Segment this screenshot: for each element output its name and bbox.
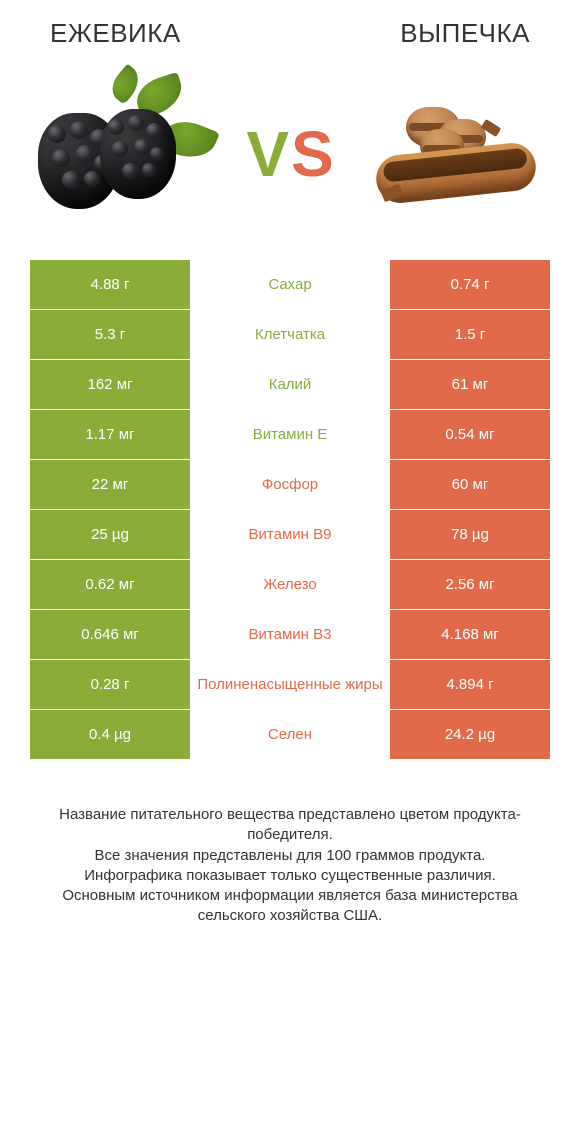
header: ЕЖЕВИКА ВЫПЕЧКА	[0, 0, 580, 55]
right-value-cell: 61 мг	[390, 360, 550, 409]
nutrient-label-cell: Витамин B9	[190, 510, 390, 559]
nutrient-label-cell: Селен	[190, 710, 390, 759]
nutrient-label-cell: Витамин B3	[190, 610, 390, 659]
left-value-cell: 0.28 г	[30, 660, 190, 709]
table-row: 162 мгКалий61 мг	[30, 359, 550, 409]
vs-v-letter: V	[246, 117, 289, 191]
nutrient-label-cell: Фосфор	[190, 460, 390, 509]
nutrient-label-cell: Калий	[190, 360, 390, 409]
nutrient-label-cell: Железо	[190, 560, 390, 609]
right-value-cell: 4.168 мг	[390, 610, 550, 659]
nutrient-label-cell: Полиненасыщенные жиры	[190, 660, 390, 709]
left-value-cell: 25 µg	[30, 510, 190, 559]
table-row: 4.88 гСахар0.74 г	[30, 259, 550, 309]
right-value-cell: 0.74 г	[390, 260, 550, 309]
right-value-cell: 0.54 мг	[390, 410, 550, 459]
left-value-cell: 162 мг	[30, 360, 190, 409]
footer-line: Все значения представлены для 100 граммо…	[34, 846, 546, 866]
vs-label: VS	[246, 117, 333, 191]
vs-s-letter: S	[291, 117, 334, 191]
table-row: 5.3 гКлетчатка1.5 г	[30, 309, 550, 359]
table-row: 0.4 µgСелен24.2 µg	[30, 709, 550, 759]
left-product-title: ЕЖЕВИКА	[50, 18, 181, 49]
right-value-cell: 1.5 г	[390, 310, 550, 359]
left-value-cell: 4.88 г	[30, 260, 190, 309]
hero-row: VS	[0, 55, 580, 259]
footer-line: Инфографика показывает только существенн…	[34, 866, 546, 886]
table-row: 22 мгФосфор60 мг	[30, 459, 550, 509]
nutrient-label-cell: Витамин E	[190, 410, 390, 459]
left-value-cell: 1.17 мг	[30, 410, 190, 459]
table-row: 0.62 мгЖелезо2.56 мг	[30, 559, 550, 609]
right-value-cell: 2.56 мг	[390, 560, 550, 609]
footer-line: Основным источником информации является …	[34, 886, 546, 927]
table-row: 0.646 мгВитамин B34.168 мг	[30, 609, 550, 659]
right-value-cell: 78 µg	[390, 510, 550, 559]
footer-notes: Название питательного вещества представл…	[0, 759, 580, 927]
left-value-cell: 0.646 мг	[30, 610, 190, 659]
right-value-cell: 60 мг	[390, 460, 550, 509]
left-value-cell: 0.4 µg	[30, 710, 190, 759]
footer-line: Название питательного вещества представл…	[34, 805, 546, 846]
left-value-cell: 22 мг	[30, 460, 190, 509]
left-value-cell: 5.3 г	[30, 310, 190, 359]
nutrient-label-cell: Сахар	[190, 260, 390, 309]
right-value-cell: 24.2 µg	[390, 710, 550, 759]
right-product-title: ВЫПЕЧКА	[400, 18, 530, 49]
nutrition-table: 4.88 гСахар0.74 г5.3 гКлетчатка1.5 г162 …	[0, 259, 580, 759]
left-product-image	[38, 79, 218, 229]
table-row: 0.28 гПолиненасыщенные жиры4.894 г	[30, 659, 550, 709]
right-value-cell: 4.894 г	[390, 660, 550, 709]
left-value-cell: 0.62 мг	[30, 560, 190, 609]
table-row: 25 µgВитамин B978 µg	[30, 509, 550, 559]
right-product-image	[362, 79, 542, 229]
table-row: 1.17 мгВитамин E0.54 мг	[30, 409, 550, 459]
nutrient-label-cell: Клетчатка	[190, 310, 390, 359]
